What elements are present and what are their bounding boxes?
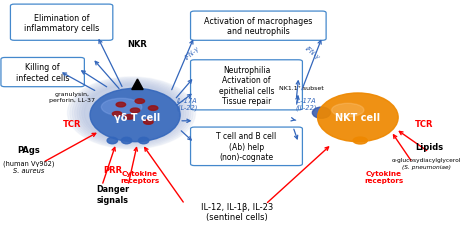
FancyBboxPatch shape: [191, 61, 302, 110]
Text: IL-17A
(IL-22): IL-17A (IL-22): [295, 97, 317, 111]
Text: IL-17A
(IL-22): IL-17A (IL-22): [176, 97, 198, 111]
Text: granulysin,
perforin, LL-37: granulysin, perforin, LL-37: [49, 92, 95, 102]
Text: TCR: TCR: [63, 120, 82, 129]
Circle shape: [116, 103, 126, 107]
Text: NKR: NKR: [128, 40, 147, 48]
Ellipse shape: [90, 89, 180, 142]
Ellipse shape: [79, 83, 183, 143]
Text: PRR: PRR: [103, 165, 122, 174]
Text: (S. pneumoniae): (S. pneumoniae): [402, 164, 451, 169]
Text: NKT cell: NKT cell: [335, 113, 381, 123]
Text: IFN-γ: IFN-γ: [303, 46, 320, 61]
Circle shape: [112, 112, 122, 117]
Polygon shape: [132, 80, 143, 90]
Ellipse shape: [82, 85, 181, 142]
Text: IL-12, IL-1β, IL-23
(sentinel cells): IL-12, IL-1β, IL-23 (sentinel cells): [201, 202, 273, 221]
Ellipse shape: [77, 82, 186, 145]
Ellipse shape: [74, 81, 188, 146]
Text: γδ T cell: γδ T cell: [114, 113, 161, 123]
Text: Lipids: Lipids: [415, 142, 443, 151]
Circle shape: [130, 109, 140, 113]
Text: S. aureus: S. aureus: [13, 167, 44, 173]
Circle shape: [135, 99, 145, 104]
Ellipse shape: [138, 138, 149, 144]
Text: Cytokine
receptors: Cytokine receptors: [120, 170, 159, 183]
Circle shape: [148, 106, 158, 111]
Ellipse shape: [101, 99, 142, 116]
Ellipse shape: [332, 104, 364, 117]
Text: Neutrophilia
Activation of
epithelial cells
Tissue repair: Neutrophilia Activation of epithelial ce…: [219, 65, 274, 106]
FancyBboxPatch shape: [10, 5, 113, 41]
Text: Cytokine
receptors: Cytokine receptors: [365, 170, 403, 183]
Ellipse shape: [67, 78, 195, 149]
Ellipse shape: [353, 137, 367, 144]
FancyBboxPatch shape: [191, 12, 326, 41]
Text: NK1.1⁺ subset: NK1.1⁺ subset: [279, 85, 323, 90]
Text: Danger
signals: Danger signals: [96, 184, 129, 204]
Text: α-glucosydiacylglycerol: α-glucosydiacylglycerol: [392, 157, 461, 162]
Circle shape: [125, 115, 134, 120]
Ellipse shape: [72, 80, 191, 147]
Ellipse shape: [318, 94, 398, 142]
Text: Activation of macrophages
and neutrophils: Activation of macrophages and neutrophil…: [204, 17, 312, 36]
FancyBboxPatch shape: [1, 58, 84, 87]
FancyBboxPatch shape: [191, 128, 302, 166]
Text: IFN-γ: IFN-γ: [183, 46, 201, 61]
Ellipse shape: [312, 108, 330, 119]
Ellipse shape: [107, 138, 118, 144]
Circle shape: [144, 120, 153, 125]
Text: TCR: TCR: [415, 120, 434, 129]
Text: T cell and B cell
(Ab) help
(non)-cognate: T cell and B cell (Ab) help (non)-cognat…: [216, 132, 277, 161]
Ellipse shape: [84, 86, 179, 141]
Text: PAgs: PAgs: [17, 146, 40, 155]
Ellipse shape: [70, 79, 193, 148]
Text: Elimination of
inflammatory cells: Elimination of inflammatory cells: [24, 13, 99, 33]
Text: Killing of
infected cells: Killing of infected cells: [16, 63, 69, 82]
Text: (human Vγ9δ2): (human Vγ9δ2): [3, 160, 54, 166]
Ellipse shape: [121, 138, 132, 144]
